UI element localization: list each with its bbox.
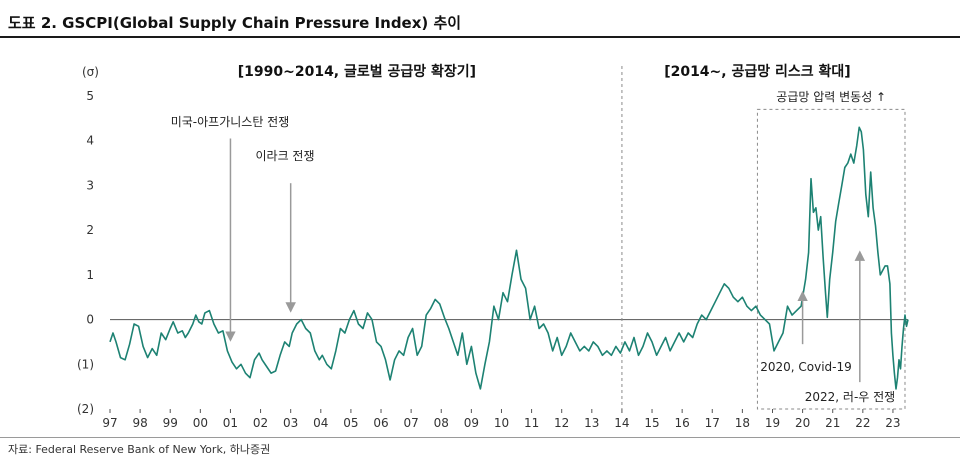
x-tick-label: 02 xyxy=(253,416,268,430)
chart-overlays: [1990~2014, 글로벌 공급망 확장기] [2014~, 공급망 리스크 … xyxy=(238,63,906,410)
x-tick-label: 99 xyxy=(163,416,178,430)
x-tick-label: 97 xyxy=(102,416,117,430)
chart-series xyxy=(109,126,909,390)
y-tick-label: (2) xyxy=(77,402,94,416)
x-tick-label: 07 xyxy=(403,416,418,430)
x-tick-label: 06 xyxy=(373,416,388,430)
x-tick-label: 16 xyxy=(675,416,690,430)
x-tick-label: 98 xyxy=(132,416,147,430)
x-tick-label: 04 xyxy=(313,416,328,430)
x-tick-label: 17 xyxy=(705,416,720,430)
volatility-box-label: 공급망 압력 변동성 ↑ xyxy=(776,90,886,104)
y-tick-label: 5 xyxy=(86,89,94,103)
annotation-label: 2022, 러-우 전쟁 xyxy=(805,390,895,404)
x-tick-label: 12 xyxy=(554,416,569,430)
source-note: 자료: Federal Reserve Bank of New York, 하나… xyxy=(8,443,271,456)
y-tick-label: 4 xyxy=(86,134,94,148)
y-tick-label: 0 xyxy=(86,313,94,327)
annotation-label: 2020, Covid-19 xyxy=(760,360,852,374)
y-tick-label: 3 xyxy=(86,178,94,192)
x-tick-label: 14 xyxy=(614,416,629,430)
x-tick-label: 20 xyxy=(795,416,810,430)
y-axis-unit: (σ) xyxy=(82,65,99,79)
period-label: [2014~, 공급망 리스크 확대] xyxy=(664,63,850,80)
x-tick-label: 15 xyxy=(644,416,659,430)
x-tick-label: 18 xyxy=(735,416,750,430)
x-tick-label: 01 xyxy=(223,416,238,430)
x-tick-label: 13 xyxy=(584,416,599,430)
x-tick-label: 11 xyxy=(524,416,539,430)
source-rule xyxy=(0,437,960,438)
x-tick-label: 05 xyxy=(343,416,358,430)
chart-title: 도표 2. GSCPI(Global Supply Chain Pressure… xyxy=(8,14,462,32)
annotation-label: 미국-아프가니스탄 전쟁 xyxy=(171,115,290,129)
x-tick-label: 09 xyxy=(464,416,479,430)
x-tick-label: 22 xyxy=(855,416,870,430)
x-tick-label: 08 xyxy=(434,416,449,430)
y-tick-label: 2 xyxy=(86,223,94,237)
y-tick-label: 1 xyxy=(86,268,94,282)
x-tick-label: 21 xyxy=(825,416,840,430)
y-tick-label: (1) xyxy=(77,357,94,371)
x-tick-label: 00 xyxy=(193,416,208,430)
gscpi-series-line xyxy=(109,126,909,390)
x-tick-label: 19 xyxy=(765,416,780,430)
volatility-box xyxy=(756,108,906,410)
annotation-label: 이라크 전쟁 xyxy=(255,149,314,163)
x-tick-label: 03 xyxy=(283,416,298,430)
title-rule xyxy=(0,36,960,38)
x-tick-label: 10 xyxy=(494,416,509,430)
x-tick-label: 23 xyxy=(885,416,900,430)
period-label: [1990~2014, 글로벌 공급망 확장기] xyxy=(238,63,476,80)
